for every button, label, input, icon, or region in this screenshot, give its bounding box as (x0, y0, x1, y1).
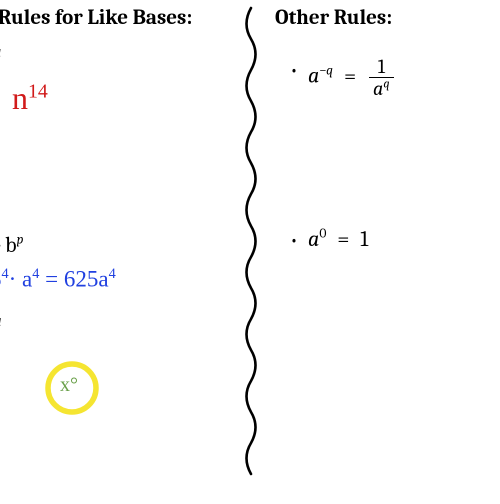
frag-bp: · bp (0, 232, 23, 258)
rule2-expr: a0 = 1 (308, 226, 368, 252)
rule-neg-exponent: • a−q = 1 aq (290, 56, 396, 99)
page-root: Rules for Like Bases: Other Rules: ·q n1… (0, 0, 500, 500)
frag-sup-q-1: ·q (0, 46, 1, 64)
hand-x-deg: x° (60, 374, 78, 397)
hand-red-n14: n14 (12, 80, 48, 117)
heading-right: Other Rules: (275, 6, 392, 30)
rule-zero-exponent: • a0 = 1 (290, 226, 368, 252)
bullet-dot: • (290, 60, 298, 81)
frag-sup-q-2: ·q (0, 314, 1, 335)
wavy-divider (236, 4, 266, 504)
hand-blue-625: 54· a4 = 625a4 (0, 266, 116, 293)
rule1-expr: a−q = 1 aq (308, 56, 396, 99)
bullet-dot: • (290, 230, 298, 251)
heading-left: Rules for Like Bases: (0, 6, 192, 30)
